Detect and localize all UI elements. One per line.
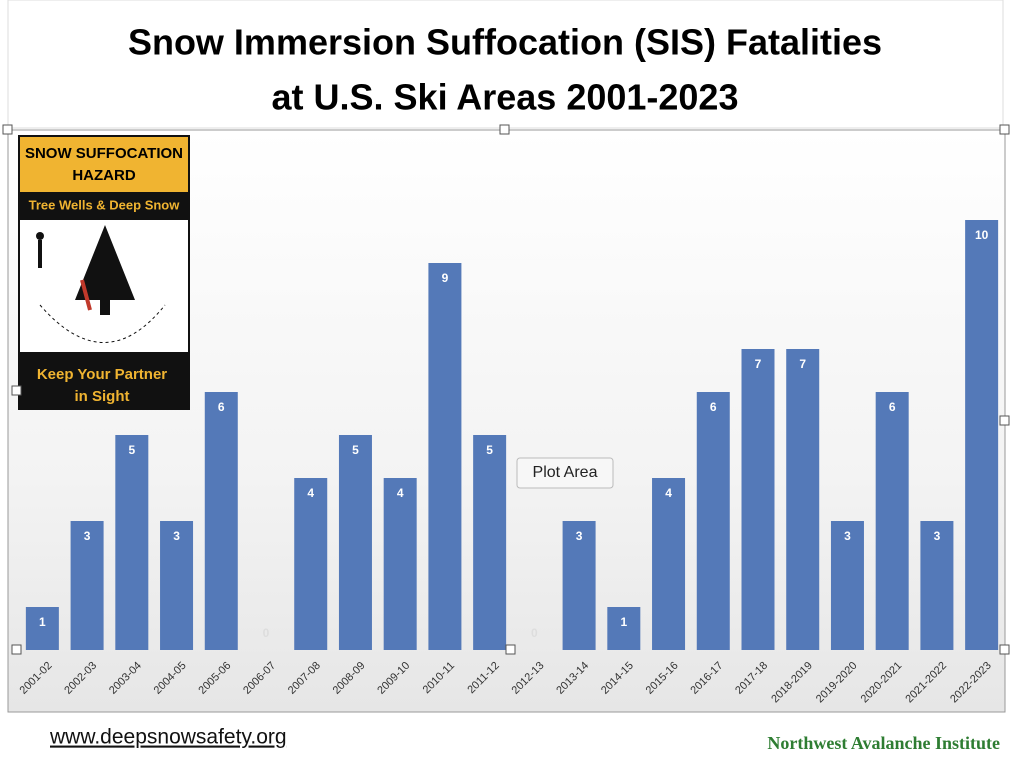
bar [204,392,238,650]
bar [607,607,641,650]
bar [875,392,909,650]
data-label: 10 [975,228,989,242]
handle [999,644,1010,655]
tree-trunk [100,295,110,315]
data-label: 0 [263,626,270,640]
data-label: 4 [665,486,672,500]
handle [11,644,22,655]
footer-url: www.deepsnowsafety.org [49,726,287,749]
data-label: 7 [755,357,762,371]
sign-text: in Sight [75,388,130,405]
handle [505,644,516,655]
bar [652,478,686,650]
victim-icon [80,279,92,311]
skier-icon [36,232,44,240]
bar [70,521,104,650]
tooltip [516,457,614,489]
handle [499,124,510,135]
data-label: 3 [84,529,91,543]
handle [2,124,13,135]
tooltip-text: Plot Area [533,464,598,481]
data-label: 3 [576,529,583,543]
chart-title: Snow Immersion Suffocation (SIS) Fatalit… [128,22,882,63]
tree-icon [75,225,135,300]
bar [25,607,59,650]
bar [562,521,596,650]
bar [473,435,507,650]
data-label: 3 [934,529,941,543]
data-label: 6 [889,400,896,414]
sign-text: SNOW SUFFOCATION [25,145,183,162]
data-label: 5 [128,443,135,457]
selection-handles [2,124,1010,655]
bar [383,478,417,650]
data-label: 3 [173,529,180,543]
data-label: 3 [844,529,851,543]
handle [999,124,1010,135]
handle [11,385,22,396]
bar [428,263,462,650]
bar [965,220,999,650]
data-label: 6 [218,400,225,414]
data-label: 4 [397,486,404,500]
bar [741,349,775,650]
data-label: 1 [620,615,627,629]
data-label: 5 [352,443,359,457]
sign-text: Keep Your Partner [37,366,167,383]
data-label: 0 [531,626,538,640]
data-label: 9 [442,271,449,285]
data-label: 6 [710,400,717,414]
data-label: 5 [486,443,493,457]
bar [830,521,864,650]
sign: SNOW SUFFOCATION HAZARD Tree Wells & Dee… [18,135,190,410]
bar [294,478,328,650]
data-label: 7 [799,357,806,371]
chart-title: at U.S. Ski Areas 2001-2023 [272,77,739,118]
bar [696,392,730,650]
data-label: 4 [307,486,314,500]
bar [160,521,194,650]
bar [115,435,149,650]
bar [920,521,954,650]
sign-text: Tree Wells & Deep Snow [29,197,181,212]
bar [786,349,820,650]
sign-text: HAZARD [72,167,135,184]
data-label: 1 [39,615,46,629]
handle [999,415,1010,426]
footer-credit: Northwest Avalanche Institute [767,733,1000,753]
sign-header [20,137,188,192]
bar [338,435,372,650]
